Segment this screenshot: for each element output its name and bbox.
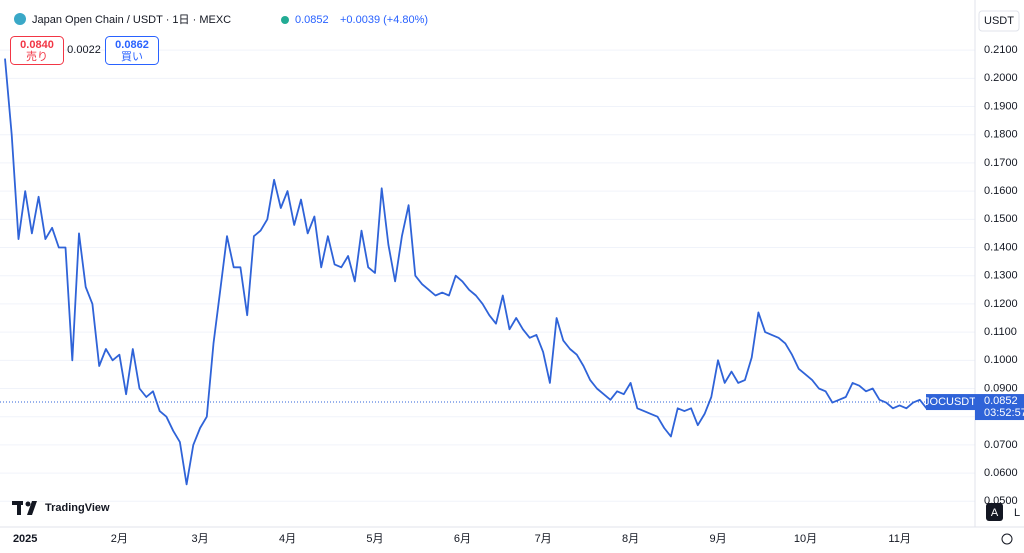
price-line	[4, 58, 941, 486]
auto-label[interactable]: A	[991, 507, 999, 519]
countdown: 03:52:57	[984, 407, 1024, 419]
x-tick-label: 11月	[888, 533, 910, 545]
x-tick-label: 5月	[366, 533, 383, 545]
x-tick-label: 8月	[622, 533, 639, 545]
price-change: +0.0039 (+4.80%)	[340, 14, 428, 26]
log-label[interactable]: L	[1014, 507, 1020, 519]
buy-button[interactable]	[105, 36, 159, 65]
y-tick-label: 0.0900	[984, 382, 1018, 394]
y-tick-label: 0.1800	[984, 129, 1018, 141]
sell-button[interactable]	[10, 36, 64, 65]
x-tick-label: 10月	[794, 533, 817, 545]
series-label: JOCUSDT	[924, 396, 976, 408]
x-axis: 2025 2月 3月 4月 5月 6月 7月 8月 9月 10月 11月	[13, 533, 911, 545]
x-tick-label: 2025	[13, 533, 37, 545]
plot	[0, 58, 975, 486]
y-tick-label: 0.1300	[984, 270, 1018, 282]
x-tick-label: 7月	[535, 533, 552, 545]
symbol-icon	[14, 13, 26, 25]
x-tick-label: 9月	[709, 533, 726, 545]
y-tick-label: 0.1700	[984, 157, 1018, 169]
y-axis: 0.05000.06000.07000.08000.09000.10000.11…	[984, 44, 1018, 507]
spread: 0.0022	[67, 44, 101, 56]
price-label: 0.0852	[984, 395, 1018, 407]
logo-icon	[12, 501, 37, 515]
y-tick-label: 0.0700	[984, 439, 1018, 451]
y-tick-label: 0.1600	[984, 185, 1018, 197]
y-tick-label: 0.1900	[984, 100, 1018, 112]
last-price: 0.0852	[295, 14, 329, 26]
price-label-box	[975, 394, 1024, 421]
y-tick-label: 0.2100	[984, 44, 1018, 56]
x-tick-label: 2月	[111, 533, 128, 545]
x-tick-label: 6月	[454, 533, 471, 545]
x-tick-label: 4月	[279, 533, 296, 545]
currency[interactable]: USDT	[984, 15, 1014, 27]
x-tick-label: 3月	[192, 533, 209, 545]
sell-price[interactable]: 0.0840	[20, 39, 54, 51]
y-tick-label: 0.1000	[984, 354, 1018, 366]
currency-button[interactable]	[978, 10, 1020, 32]
symbol-title: Japan Open Chain / USDT · 1日 · MEXC	[32, 14, 231, 26]
auto-button[interactable]	[986, 503, 1003, 521]
buy-price[interactable]: 0.0862	[115, 39, 149, 51]
sell-label[interactable]: 売り	[26, 50, 48, 63]
y-tick-label: 0.1200	[984, 298, 1018, 310]
logo-text: TradingView	[45, 502, 110, 514]
settings-icon[interactable]	[1001, 533, 1013, 545]
y-tick-label: 0.1100	[984, 326, 1017, 338]
y-tick-label: 0.1500	[984, 213, 1018, 225]
grid	[0, 49, 975, 502]
y-tick-label: 0.1400	[984, 241, 1018, 253]
y-tick-label: 0.2000	[984, 72, 1018, 84]
status-dot	[281, 16, 289, 24]
series-label-box	[926, 394, 975, 411]
y-tick-label: 0.0600	[984, 467, 1018, 479]
buy-label[interactable]: 買い	[121, 50, 143, 63]
